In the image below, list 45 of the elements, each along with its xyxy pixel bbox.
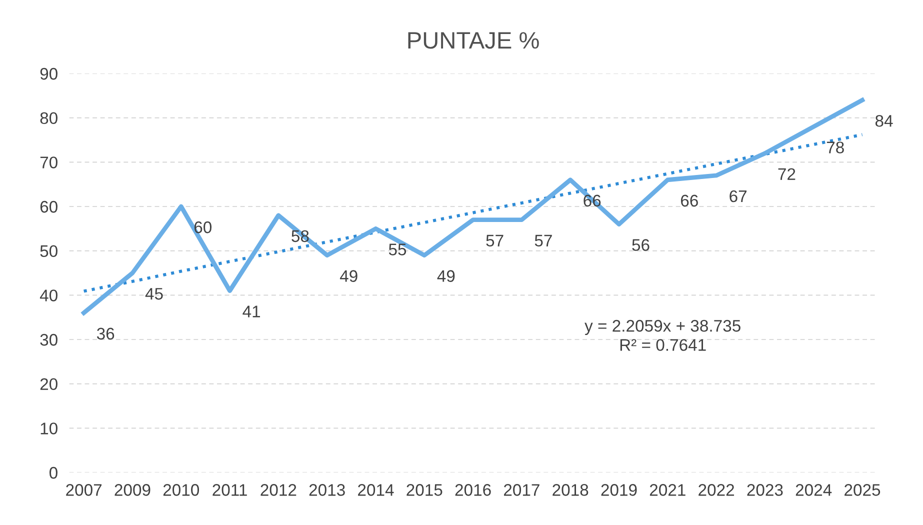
y-tick-label: 80 <box>40 112 58 124</box>
data-label: 36 <box>96 328 114 340</box>
y-tick-label: 40 <box>40 290 58 302</box>
x-tick-label: 2012 <box>260 484 296 496</box>
x-tick-label: 2023 <box>747 484 783 496</box>
x-tick-label: 2022 <box>698 484 734 496</box>
y-tick-label: 60 <box>40 200 58 213</box>
x-tick-label: 2024 <box>796 484 832 496</box>
x-tick-label: 2015 <box>406 484 442 496</box>
data-label: 84 <box>875 114 893 127</box>
data-label: 57 <box>534 234 552 246</box>
x-tick-label: 2016 <box>455 484 491 496</box>
x-tick-label: 2025 <box>844 484 880 496</box>
x-tick-label: 2013 <box>309 484 345 496</box>
y-tick-label: 50 <box>40 245 58 258</box>
data-label: 78 <box>826 142 844 154</box>
x-tick-label: 2011 <box>212 484 247 496</box>
data-label: 56 <box>632 239 650 251</box>
x-tick-label: 2014 <box>358 484 394 496</box>
x-tick-label: 2019 <box>601 484 637 496</box>
data-label: 57 <box>486 234 504 246</box>
data-label: 67 <box>730 190 746 202</box>
x-tick-label: 2017 <box>504 484 540 496</box>
x-tick-label: 2018 <box>552 484 588 496</box>
y-tick-label: 0 <box>49 466 58 479</box>
data-label: 49 <box>340 270 358 282</box>
data-label: 49 <box>437 270 455 282</box>
data-label: 66 <box>680 194 698 207</box>
x-tick-label: 2007 <box>66 484 102 496</box>
x-tick-label: 2021 <box>650 484 686 496</box>
y-tick-label: 70 <box>40 156 58 168</box>
line-series <box>82 98 864 316</box>
data-label: 45 <box>145 288 163 300</box>
y-tick-label: 30 <box>40 334 58 346</box>
x-tick-label: 2009 <box>114 484 150 496</box>
chart-title: PUNTAJE % <box>408 32 539 49</box>
data-label: 72 <box>778 168 796 180</box>
data-label: 60 <box>194 221 212 234</box>
y-tick-label: 20 <box>40 378 58 390</box>
x-tick-label: 2010 <box>163 484 200 496</box>
data-label: 41 <box>242 306 260 318</box>
annotation: y = 2.2059x + 38.735 R² = 0.7641 <box>584 320 740 351</box>
data-label: 55 <box>388 244 406 256</box>
y-tick-label: 10 <box>40 422 58 434</box>
y-tick-label: 90 <box>40 68 58 80</box>
